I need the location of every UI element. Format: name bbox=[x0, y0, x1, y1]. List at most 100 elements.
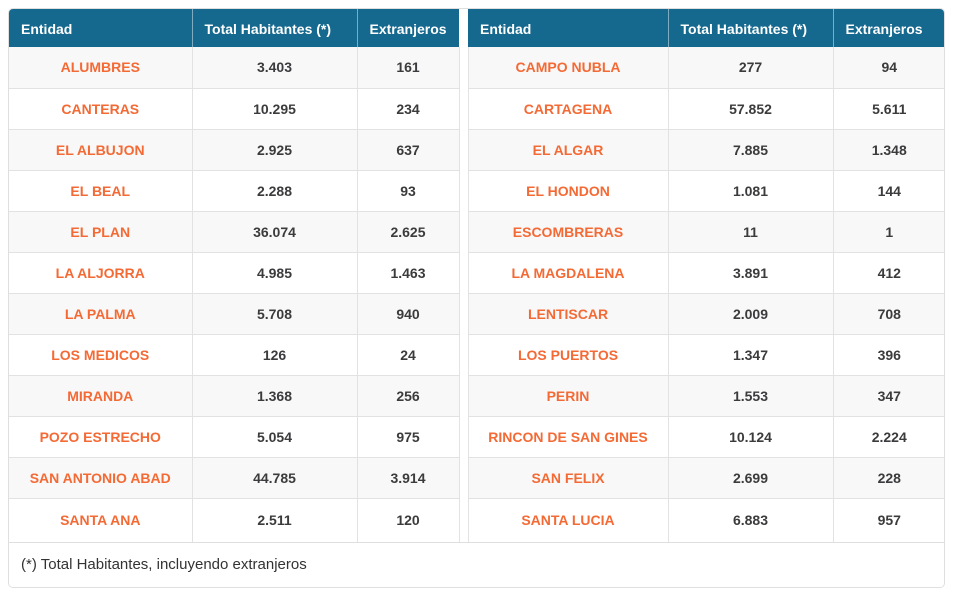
total-habitantes-cell: 277 bbox=[667, 47, 834, 89]
entity-cell: LOS PUERTOS bbox=[467, 333, 669, 376]
table-row: LA ALJORRA 4.985 1.463 bbox=[9, 251, 460, 294]
extranjeros-cell: 228 bbox=[832, 456, 944, 499]
table-row: MIRANDA 1.368 256 bbox=[9, 374, 460, 417]
column-header-total-habitantes: Total Habitantes (*) bbox=[191, 9, 357, 47]
extranjeros-cell: 1.348 bbox=[832, 128, 944, 171]
extranjeros-cell: 412 bbox=[832, 251, 944, 294]
total-habitantes-cell: 36.074 bbox=[191, 210, 358, 253]
entity-cell: CANTERAS bbox=[9, 87, 193, 130]
extranjeros-cell: 2.625 bbox=[356, 210, 460, 253]
table-row: EL ALGAR 7.885 1.348 bbox=[467, 128, 944, 171]
table-row: LA MAGDALENA 3.891 412 bbox=[467, 251, 944, 294]
extranjeros-cell: 94 bbox=[832, 47, 944, 89]
total-habitantes-cell: 5.054 bbox=[191, 415, 358, 458]
total-habitantes-cell: 2.511 bbox=[191, 497, 358, 542]
extranjeros-cell: 3.914 bbox=[356, 456, 460, 499]
extranjeros-cell: 24 bbox=[356, 333, 460, 376]
table-row: POZO ESTRECHO 5.054 975 bbox=[9, 415, 460, 458]
table-row: SANTA LUCIA 6.883 957 bbox=[467, 497, 944, 542]
total-habitantes-cell: 3.403 bbox=[191, 47, 358, 89]
table-row: LOS MEDICOS 126 24 bbox=[9, 333, 460, 376]
column-header-entidad: Entidad bbox=[9, 9, 192, 47]
table-row: SAN ANTONIO ABAD 44.785 3.914 bbox=[9, 456, 460, 499]
table-body-right: CAMPO NUBLA 277 94 CARTAGENA 57.852 5.611 EL A… bbox=[467, 47, 944, 542]
total-habitantes-cell: 1.553 bbox=[667, 374, 834, 417]
table-row: ESCOMBRERAS 11 1 bbox=[467, 210, 944, 253]
table-row: LA PALMA 5.708 940 bbox=[9, 292, 460, 335]
entity-cell: ESCOMBRERAS bbox=[467, 210, 669, 253]
population-table-right: Entidad Total Habitantes (*) Extranjeros… bbox=[467, 9, 944, 542]
extranjeros-cell: 396 bbox=[832, 333, 944, 376]
entity-cell: POZO ESTRECHO bbox=[9, 415, 193, 458]
extranjeros-cell: 1 bbox=[832, 210, 944, 253]
total-habitantes-cell: 1.368 bbox=[191, 374, 358, 417]
entity-cell: MIRANDA bbox=[9, 374, 193, 417]
total-habitantes-cell: 5.708 bbox=[191, 292, 358, 335]
total-habitantes-cell: 57.852 bbox=[667, 87, 834, 130]
total-habitantes-cell: 10.295 bbox=[191, 87, 358, 130]
extranjeros-cell: 957 bbox=[832, 497, 944, 542]
table-row: PERIN 1.553 347 bbox=[467, 374, 944, 417]
entity-cell: SANTA ANA bbox=[9, 497, 193, 542]
table-row: EL HONDON 1.081 144 bbox=[467, 169, 944, 212]
extranjeros-cell: 161 bbox=[356, 47, 460, 89]
entity-cell: EL PLAN bbox=[9, 210, 193, 253]
table-row: LOS PUERTOS 1.347 396 bbox=[467, 333, 944, 376]
header-row: Entidad Total Habitantes (*) Extranjeros bbox=[9, 9, 459, 47]
population-table-left: Entidad Total Habitantes (*) Extranjeros… bbox=[9, 9, 460, 542]
entity-cell: ALUMBRES bbox=[9, 47, 193, 89]
total-habitantes-cell: 4.985 bbox=[191, 251, 358, 294]
extranjeros-cell: 708 bbox=[832, 292, 944, 335]
column-header-entidad: Entidad bbox=[468, 9, 668, 47]
entity-cell: PERIN bbox=[467, 374, 669, 417]
column-header-extranjeros: Extranjeros bbox=[356, 9, 459, 47]
table-row: LENTISCAR 2.009 708 bbox=[467, 292, 944, 335]
extranjeros-cell: 5.611 bbox=[832, 87, 944, 130]
table-row: CAMPO NUBLA 277 94 bbox=[467, 47, 944, 89]
extranjeros-cell: 2.224 bbox=[832, 415, 944, 458]
table-row: CANTERAS 10.295 234 bbox=[9, 87, 460, 130]
table-body-left: ALUMBRES 3.403 161 CANTERAS 10.295 234 EL ALBU… bbox=[9, 47, 460, 542]
entity-cell: LA PALMA bbox=[9, 292, 193, 335]
entity-cell: LA MAGDALENA bbox=[467, 251, 669, 294]
extranjeros-cell: 144 bbox=[832, 169, 944, 212]
extranjeros-cell: 1.463 bbox=[356, 251, 460, 294]
extranjeros-cell: 256 bbox=[356, 374, 460, 417]
extranjeros-cell: 93 bbox=[356, 169, 460, 212]
entity-cell: EL ALBUJON bbox=[9, 128, 193, 171]
entity-cell: CAMPO NUBLA bbox=[467, 47, 669, 89]
total-habitantes-cell: 7.885 bbox=[667, 128, 834, 171]
header-row: Entidad Total Habitantes (*) Extranjeros bbox=[468, 9, 944, 47]
table-footnote: (*) Total Habitantes, incluyendo extranj… bbox=[9, 542, 944, 587]
entity-cell: SAN ANTONIO ABAD bbox=[9, 456, 193, 499]
table-row: SANTA ANA 2.511 120 bbox=[9, 497, 460, 542]
extranjeros-cell: 975 bbox=[356, 415, 460, 458]
table-row: EL BEAL 2.288 93 bbox=[9, 169, 460, 212]
extranjeros-cell: 234 bbox=[356, 87, 460, 130]
entity-cell: SAN FELIX bbox=[467, 456, 669, 499]
total-habitantes-cell: 2.009 bbox=[667, 292, 834, 335]
entity-cell: LENTISCAR bbox=[467, 292, 669, 335]
entity-cell: EL BEAL bbox=[9, 169, 193, 212]
entity-cell: RINCON DE SAN GINES bbox=[467, 415, 669, 458]
entity-cell: LA ALJORRA bbox=[9, 251, 193, 294]
entity-cell: LOS MEDICOS bbox=[9, 333, 193, 376]
table-row: SAN FELIX 2.699 228 bbox=[467, 456, 944, 499]
extranjeros-cell: 940 bbox=[356, 292, 460, 335]
total-habitantes-cell: 2.288 bbox=[191, 169, 358, 212]
population-table-panel: Entidad Total Habitantes (*) Extranjeros… bbox=[8, 8, 945, 588]
total-habitantes-cell: 1.347 bbox=[667, 333, 834, 376]
tables-row: Entidad Total Habitantes (*) Extranjeros… bbox=[9, 9, 944, 542]
total-habitantes-cell: 2.699 bbox=[667, 456, 834, 499]
entity-cell: SANTA LUCIA bbox=[467, 497, 669, 542]
total-habitantes-cell: 6.883 bbox=[667, 497, 834, 542]
total-habitantes-cell: 126 bbox=[191, 333, 358, 376]
extranjeros-cell: 347 bbox=[832, 374, 944, 417]
table-row: CARTAGENA 57.852 5.611 bbox=[467, 87, 944, 130]
table-row: RINCON DE SAN GINES 10.124 2.224 bbox=[467, 415, 944, 458]
extranjeros-cell: 120 bbox=[356, 497, 460, 542]
table-row: EL ALBUJON 2.925 637 bbox=[9, 128, 460, 171]
entity-cell: EL ALGAR bbox=[467, 128, 669, 171]
column-header-extranjeros: Extranjeros bbox=[832, 9, 944, 47]
entity-cell: CARTAGENA bbox=[467, 87, 669, 130]
